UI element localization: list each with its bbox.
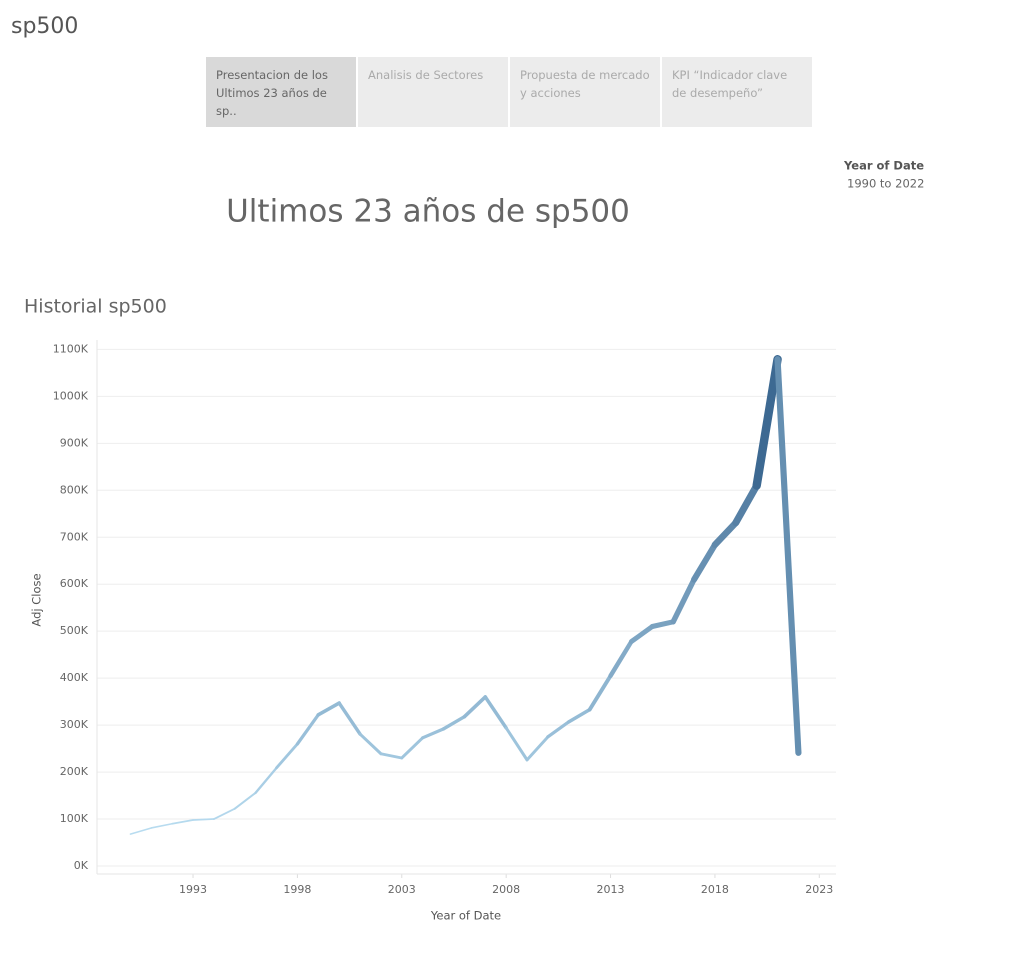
x-tick-label: 2008 <box>492 883 520 896</box>
tab-bar: Presentacion de los Ultimos 23 años de s… <box>206 57 812 127</box>
line-segment <box>150 822 173 829</box>
line-segment <box>774 356 802 756</box>
line-segment <box>525 735 550 762</box>
tab[interactable]: KPI “Indicador clave de desempeño” <box>662 57 812 127</box>
line-segment <box>316 701 341 717</box>
tab[interactable]: Presentacion de los Ultimos 23 años de s… <box>206 57 356 127</box>
filter-label: Year of Date <box>843 159 924 173</box>
line-segment <box>670 576 697 625</box>
tab[interactable]: Analisis de Sectores <box>358 57 508 127</box>
y-tick-label: 700K <box>60 530 89 543</box>
line-segment <box>192 818 215 821</box>
chart-title: Historial sp500 <box>24 296 167 318</box>
line-segment <box>483 695 508 730</box>
y-tick-label: 600K <box>60 577 89 590</box>
y-tick-label: 200K <box>60 765 89 778</box>
line-segment <box>711 519 740 549</box>
x-tick-label: 2013 <box>597 883 625 896</box>
tab[interactable]: Propuesta de mercado y acciones <box>510 57 660 127</box>
line-segment <box>628 624 655 644</box>
y-tick-label: 400K <box>60 671 89 684</box>
filter-value[interactable]: 1990 to 2022 <box>847 177 924 191</box>
line-segment <box>129 827 153 835</box>
dashboard-title: Ultimos 23 años de sp500 <box>226 194 630 230</box>
line-segment <box>295 713 320 746</box>
x-tick-label: 2003 <box>388 883 416 896</box>
line-segment <box>233 791 257 810</box>
line-segment <box>275 742 299 770</box>
line-segment <box>691 541 718 583</box>
y-tick-label: 300K <box>60 718 89 731</box>
line-segment <box>337 701 362 736</box>
y-tick-label: 0K <box>74 859 89 872</box>
x-tick-label: 1993 <box>179 883 207 896</box>
line-segment <box>752 355 782 490</box>
y-axis-label: Adj Close <box>30 573 44 626</box>
x-tick-label: 2018 <box>701 883 729 896</box>
line-segment <box>212 807 236 820</box>
x-axis-label: Year of Date <box>430 909 501 923</box>
y-tick-label: 800K <box>60 483 89 496</box>
line-segment <box>587 673 613 712</box>
y-tick-label: 1000K <box>53 389 89 402</box>
line-segment <box>546 720 571 739</box>
line-segment <box>254 766 278 794</box>
y-tick-label: 500K <box>60 624 89 637</box>
line-segment <box>358 732 383 756</box>
y-tick-label: 1100K <box>53 342 89 355</box>
line-segment <box>649 619 676 630</box>
x-tick-label: 2023 <box>805 883 833 896</box>
y-tick-label: 100K <box>60 812 89 825</box>
line-segment <box>732 482 761 527</box>
line-segment <box>441 714 467 731</box>
line-segment <box>421 727 446 740</box>
line-segment <box>608 639 634 679</box>
line-segment <box>504 726 529 762</box>
line-segment <box>567 707 592 724</box>
line-segment <box>171 819 194 825</box>
page-title: sp500 <box>11 14 78 39</box>
line-segment <box>400 736 425 760</box>
x-tick-label: 1998 <box>283 883 311 896</box>
line-segment <box>462 695 488 719</box>
y-tick-label: 900K <box>60 436 89 449</box>
line-segment <box>379 752 404 760</box>
